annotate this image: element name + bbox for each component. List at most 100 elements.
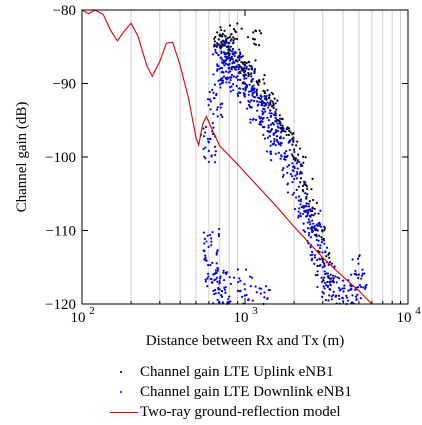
data-point — [213, 40, 216, 43]
data-point — [297, 216, 300, 219]
data-point — [256, 104, 260, 107]
data-point — [276, 99, 279, 102]
data-point — [322, 278, 325, 282]
data-point — [206, 137, 209, 140]
data-point — [272, 104, 275, 107]
data-point — [265, 94, 268, 97]
data-point — [227, 42, 230, 45]
data-point — [297, 214, 300, 217]
data-point — [232, 65, 235, 69]
data-point — [345, 294, 348, 297]
data-point — [310, 250, 314, 254]
data-point — [320, 240, 323, 244]
data-point — [206, 234, 209, 237]
data-point — [268, 102, 271, 105]
data-point — [316, 229, 319, 232]
data-point — [306, 227, 310, 230]
data-point — [258, 80, 261, 83]
data-point — [205, 125, 208, 129]
x-tick-label: 10 — [234, 310, 249, 326]
series-downlink — [199, 33, 368, 306]
data-point — [281, 117, 284, 120]
data-point — [222, 59, 226, 62]
data-point — [249, 118, 252, 121]
data-point — [229, 300, 232, 303]
data-point — [234, 29, 237, 33]
x-tick-label-exponent: 4 — [415, 305, 421, 317]
data-point — [207, 140, 210, 143]
data-point — [220, 28, 223, 32]
data-point — [219, 106, 222, 109]
data-point — [239, 55, 242, 59]
data-point — [226, 36, 230, 40]
data-point — [224, 62, 227, 65]
data-point — [334, 295, 337, 298]
data-point — [268, 109, 272, 112]
data-point — [268, 93, 271, 96]
data-point — [237, 63, 240, 67]
data-point — [267, 124, 270, 127]
data-point — [213, 45, 216, 48]
data-point — [230, 68, 233, 71]
data-point — [350, 273, 353, 276]
data-point — [261, 110, 264, 113]
data-point — [209, 263, 212, 267]
data-point — [247, 73, 251, 76]
data-point — [270, 159, 273, 162]
data-point — [230, 73, 234, 77]
data-point — [231, 52, 234, 55]
y-axis-label: Channel gain (dB) — [14, 102, 30, 213]
data-point — [251, 94, 254, 97]
data-point — [272, 113, 276, 116]
data-point — [345, 296, 349, 299]
data-point — [285, 150, 288, 153]
data-point — [297, 199, 300, 202]
data-point — [299, 212, 302, 215]
data-point — [218, 34, 221, 37]
data-point — [364, 287, 367, 291]
data-point — [217, 53, 220, 57]
data-point — [297, 195, 301, 198]
x-tick-label: 10 — [397, 310, 412, 326]
data-point — [222, 269, 225, 272]
data-point — [204, 131, 207, 134]
data-point — [267, 130, 270, 133]
y-ticks: −80 −90 −100 −110 −120 — [45, 3, 408, 313]
data-point — [302, 161, 305, 164]
data-point — [237, 66, 241, 69]
data-point — [361, 268, 364, 271]
data-point — [281, 175, 285, 178]
data-point — [287, 133, 291, 136]
data-point — [330, 298, 333, 301]
data-point — [299, 198, 303, 201]
data-point — [279, 123, 282, 127]
data-point — [247, 298, 250, 302]
data-point — [266, 101, 269, 104]
data-point — [332, 274, 335, 277]
data-point — [250, 276, 254, 279]
data-point — [248, 105, 252, 108]
data-point — [204, 258, 207, 262]
data-point — [357, 273, 361, 276]
data-point — [313, 254, 317, 257]
data-point — [212, 112, 215, 116]
data-point — [269, 150, 272, 153]
data-point — [301, 184, 305, 188]
data-point — [207, 160, 210, 164]
data-point — [215, 253, 218, 256]
data-point — [244, 268, 248, 271]
data-point — [221, 39, 224, 42]
data-point — [219, 78, 222, 81]
y-tick-label: −80 — [53, 3, 76, 19]
data-point — [210, 237, 213, 240]
data-point — [337, 294, 341, 297]
data-point — [316, 285, 319, 289]
data-point — [269, 140, 272, 143]
data-point — [312, 198, 315, 202]
data-point — [327, 253, 330, 256]
data-point — [298, 172, 301, 175]
legend-downlink-marker — [110, 382, 146, 402]
data-point — [235, 68, 238, 71]
data-point — [341, 279, 345, 282]
data-point — [311, 253, 314, 256]
